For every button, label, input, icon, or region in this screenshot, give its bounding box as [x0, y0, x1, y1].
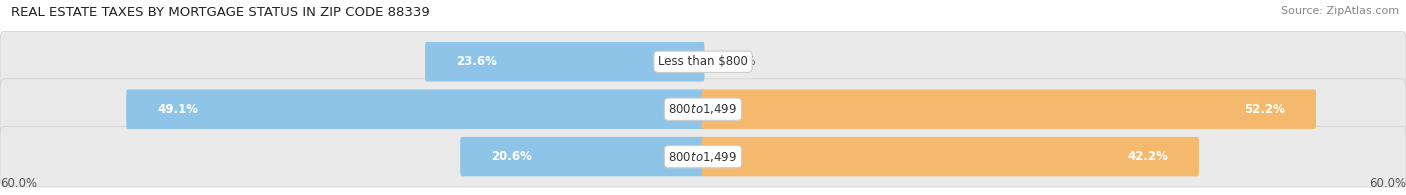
Text: 0.0%: 0.0%	[727, 55, 756, 68]
Text: 23.6%: 23.6%	[456, 55, 496, 68]
FancyBboxPatch shape	[0, 79, 1406, 140]
Text: 20.6%: 20.6%	[491, 150, 531, 163]
Text: REAL ESTATE TAXES BY MORTGAGE STATUS IN ZIP CODE 88339: REAL ESTATE TAXES BY MORTGAGE STATUS IN …	[11, 6, 430, 19]
FancyBboxPatch shape	[460, 137, 704, 176]
Text: Source: ZipAtlas.com: Source: ZipAtlas.com	[1281, 6, 1399, 16]
Text: 52.2%: 52.2%	[1244, 103, 1285, 116]
FancyBboxPatch shape	[425, 42, 704, 82]
Text: Less than $800: Less than $800	[658, 55, 748, 68]
FancyBboxPatch shape	[702, 137, 1199, 176]
Text: 60.0%: 60.0%	[1369, 177, 1406, 191]
FancyBboxPatch shape	[0, 126, 1406, 187]
FancyBboxPatch shape	[127, 90, 704, 129]
FancyBboxPatch shape	[702, 90, 1316, 129]
Text: $800 to $1,499: $800 to $1,499	[668, 150, 738, 164]
Text: 49.1%: 49.1%	[157, 103, 198, 116]
FancyBboxPatch shape	[0, 31, 1406, 92]
Text: 42.2%: 42.2%	[1128, 150, 1168, 163]
Text: $800 to $1,499: $800 to $1,499	[668, 102, 738, 116]
Text: 60.0%: 60.0%	[0, 177, 37, 191]
